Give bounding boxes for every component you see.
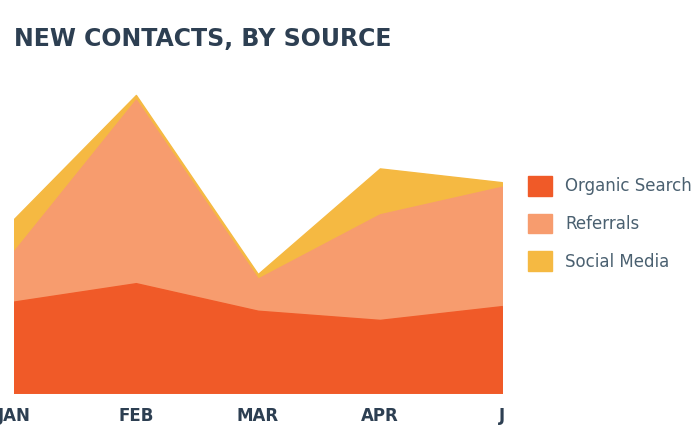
Text: NEW CONTACTS, BY SOURCE: NEW CONTACTS, BY SOURCE bbox=[14, 27, 392, 51]
Legend: Organic Search, Referrals, Social Media: Organic Search, Referrals, Social Media bbox=[520, 168, 697, 279]
